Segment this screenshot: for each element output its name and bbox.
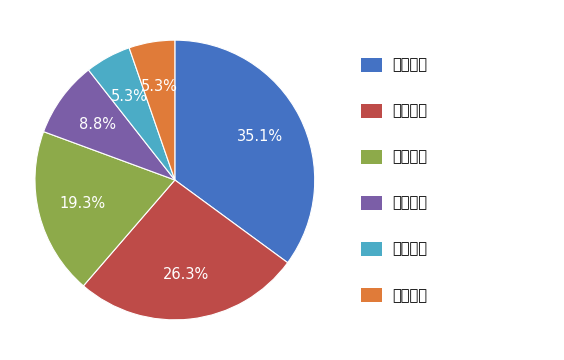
Text: 华北地区: 华北地区: [393, 195, 428, 211]
Text: 东北地区: 东北地区: [393, 242, 428, 257]
Text: 华中地区: 华中地区: [393, 103, 428, 118]
Wedge shape: [83, 180, 288, 320]
Wedge shape: [89, 48, 175, 180]
Text: 8.8%: 8.8%: [80, 117, 116, 131]
Text: 35.1%: 35.1%: [237, 130, 283, 144]
Wedge shape: [129, 40, 175, 180]
Text: 5.3%: 5.3%: [140, 79, 178, 94]
Wedge shape: [35, 132, 175, 286]
Text: 5.3%: 5.3%: [111, 89, 148, 104]
Text: 华南地区: 华南地区: [393, 149, 428, 165]
Text: 26.3%: 26.3%: [162, 267, 209, 282]
Text: 华东地区: 华东地区: [393, 57, 428, 72]
Wedge shape: [175, 40, 315, 263]
Text: 19.3%: 19.3%: [60, 196, 106, 211]
Wedge shape: [43, 70, 175, 180]
Text: 西北地区: 西北地区: [393, 288, 428, 303]
